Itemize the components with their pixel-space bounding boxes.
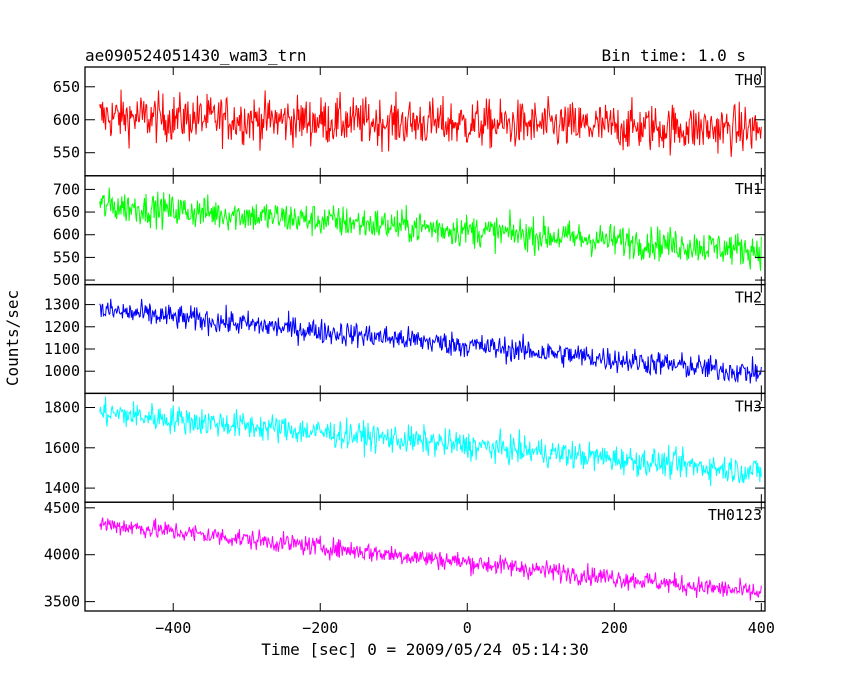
panel-th3: 1400 1600 1800 TH3 xyxy=(44,392,766,503)
x-tick-label: −200 xyxy=(302,619,338,637)
y-tick-label: 700 xyxy=(53,180,80,198)
panel-name-label: TH2 xyxy=(735,289,762,307)
y-tick-label: 1000 xyxy=(44,362,80,380)
y-tick-label: 1300 xyxy=(44,296,80,314)
panel-th0123: 3500 4000 4500 TH0123 xyxy=(44,499,766,612)
y-axis-label: Counts/sec xyxy=(3,290,22,386)
series-th3-line xyxy=(99,396,762,487)
panel-name-label: TH3 xyxy=(735,397,762,415)
series-th0-line xyxy=(99,89,762,157)
panel-frame xyxy=(84,392,766,503)
panel-frame xyxy=(84,501,766,612)
panel-th2: 1000 1100 1200 1300 TH2 xyxy=(44,283,766,395)
y-tick-label: 1400 xyxy=(44,479,80,497)
x-tick-label: 200 xyxy=(601,619,628,637)
y-tick-label: 650 xyxy=(53,203,80,221)
panel-name-label: TH1 xyxy=(735,180,762,198)
panel-name-label: TH0 xyxy=(735,71,762,89)
x-axis-label: Time [sec] 0 = 2009/05/24 05:14:30 xyxy=(261,640,589,659)
y-tick-label: 1200 xyxy=(44,318,80,336)
y-tick-label: 1600 xyxy=(44,439,80,457)
y-tick-label: 600 xyxy=(53,226,80,244)
chart-title: ae090524051430_wam3_trn xyxy=(85,46,307,65)
series-th0123-line xyxy=(99,517,762,601)
panel-stack: 550 600 650 TH0 500 550 600 650 700 TH1 1000 1100 12… xyxy=(44,66,766,612)
x-tick-label: 0 xyxy=(463,619,472,637)
y-tick-label: 600 xyxy=(53,111,80,129)
y-tick-label: 1100 xyxy=(44,340,80,358)
series-th2-line xyxy=(99,298,762,384)
panel-th1: 500 550 600 650 700 TH1 xyxy=(53,175,766,289)
x-axis: −400 −200 0 200 400 xyxy=(155,619,775,637)
series-th1-line xyxy=(99,187,762,271)
y-tick-label: 1800 xyxy=(44,399,80,417)
panel-name-label: TH0123 xyxy=(708,506,762,524)
y-tick-label: 4000 xyxy=(44,546,80,564)
bin-time-label: Bin time: 1.0 s xyxy=(602,46,747,65)
y-tick-label: 550 xyxy=(53,144,80,162)
panel-th0: 550 600 650 TH0 xyxy=(53,66,766,177)
y-tick-label: 500 xyxy=(53,271,80,289)
y-tick-label: 3500 xyxy=(44,593,80,611)
y-tick-label: 4500 xyxy=(44,499,80,517)
x-tick-label: 400 xyxy=(748,619,775,637)
y-tick-label: 650 xyxy=(53,78,80,96)
x-tick-label: −400 xyxy=(155,619,191,637)
y-tick-label: 550 xyxy=(53,248,80,266)
